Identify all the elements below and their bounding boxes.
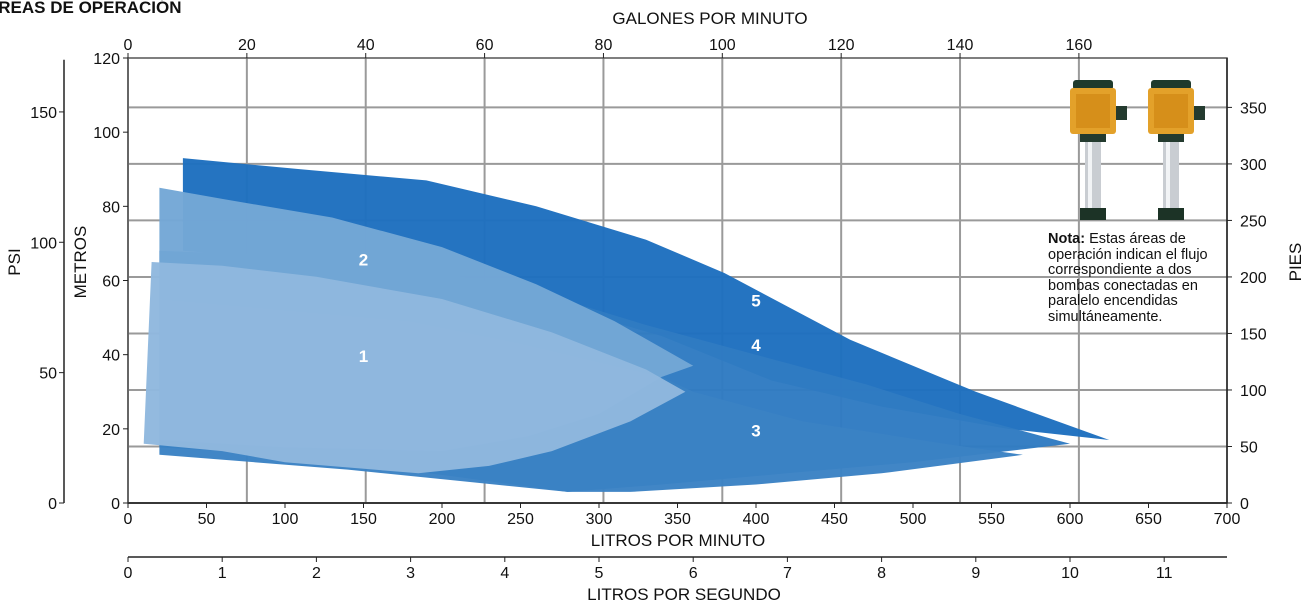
meters-tick-label: 60 (102, 274, 120, 291)
bottom-tick-label: 250 (507, 511, 534, 528)
psi-tick-label: 100 (30, 235, 57, 252)
note-text: Nota: Estas áreas de operación indican e… (1048, 231, 1220, 325)
area-label-2: 2 (359, 251, 368, 270)
bottom-tick-label: 350 (664, 511, 691, 528)
top-tick-label: 20 (238, 37, 256, 54)
feet-tick-label: 150 (1240, 326, 1267, 343)
feet-tick-label: 100 (1240, 383, 1267, 400)
area-label-3: 3 (751, 421, 760, 440)
bottom-tick-label: 500 (900, 511, 927, 528)
top-tick-label: 40 (357, 37, 375, 54)
bottom-tick-label: 50 (198, 511, 216, 528)
bottom-tick-label: 650 (1135, 511, 1162, 528)
top-tick-label: 120 (828, 37, 855, 54)
feet-tick-label: 350 (1240, 100, 1267, 117)
bottom-tick-label: 100 (272, 511, 299, 528)
meters-tick-label: 40 (102, 348, 120, 365)
feet-tick-label: 300 (1240, 157, 1267, 174)
meters-tick-label: 100 (93, 125, 120, 142)
meters-tick-label: 120 (93, 51, 120, 68)
lps-tick-label: 9 (971, 565, 980, 582)
chart-title: ÁREAS DE OPERACIÓN (0, 0, 182, 17)
lps-tick-label: 6 (689, 565, 698, 582)
operation-areas (143, 158, 1110, 492)
psi-tick-label: 150 (30, 105, 57, 122)
note-body: Estas áreas de operación indican el fluj… (1048, 231, 1208, 325)
bottom-tick-label: 150 (350, 511, 377, 528)
bottom-tick-label: 550 (978, 511, 1005, 528)
bottom-tick-label: 700 (1214, 511, 1241, 528)
area-label-1: 1 (359, 347, 368, 366)
bottom-tick-label: 450 (821, 511, 848, 528)
area-label-5: 5 (751, 291, 760, 310)
meters-tick-label: 0 (111, 496, 120, 513)
lps-tick-label: 2 (312, 565, 321, 582)
lps-tick-label: 1 (218, 565, 227, 582)
lps-tick-label: 11 (1156, 565, 1173, 582)
feet-tick-label: 0 (1240, 496, 1249, 513)
pump-icon (1070, 80, 1127, 220)
note-label: Nota: (1048, 231, 1086, 247)
lps-tick-label: 8 (877, 565, 886, 582)
top-tick-label: 0 (124, 37, 133, 54)
lps-tick-label: 0 (124, 565, 133, 582)
operation-area-5 (182, 158, 1110, 440)
meters-tick-label: 20 (102, 422, 120, 439)
lps-axis-title: LITROS POR SEGUNDO (587, 585, 781, 604)
axes: 0 50 100 150 200 250 300 350 400 450 500 550 600 650 7… (30, 37, 1267, 582)
lps-tick-label: 5 (595, 565, 604, 582)
feet-axis-title: PIES (1286, 243, 1305, 282)
operation-area-1 (143, 262, 686, 474)
region-labels: 1 2 3 4 5 (359, 251, 762, 441)
top-tick-label: 100 (709, 37, 736, 54)
lps-tick-label: 10 (1061, 565, 1079, 582)
area-label-4: 4 (751, 336, 761, 355)
top-tick-label: 80 (595, 37, 613, 54)
psi-tick-label: 0 (48, 496, 57, 513)
lps-tick-label: 4 (500, 565, 509, 582)
meters-tick-label: 80 (102, 199, 120, 216)
psi-tick-label: 50 (39, 366, 57, 383)
feet-tick-label: 200 (1240, 270, 1267, 287)
lps-tick-label: 7 (783, 565, 792, 582)
top-tick-label: 140 (947, 37, 974, 54)
top-axis-title: GALONES POR MINUTO (612, 9, 807, 28)
bottom-tick-label: 600 (1057, 511, 1084, 528)
feet-tick-label: 50 (1240, 439, 1258, 456)
meters-axis-title: METROS (71, 226, 90, 299)
bottom-tick-label: 0 (124, 511, 133, 528)
bottom-tick-label: 400 (743, 511, 770, 528)
bottom-tick-label: 200 (429, 511, 456, 528)
top-tick-label: 160 (1066, 37, 1093, 54)
lps-tick-label: 3 (406, 565, 415, 582)
feet-tick-label: 250 (1240, 213, 1267, 230)
bottom-tick-label: 300 (586, 511, 613, 528)
psi-axis-title: PSI (5, 248, 24, 275)
top-tick-label: 60 (476, 37, 494, 54)
bottom-axis-title: LITROS POR MINUTO (591, 531, 765, 550)
pump-icon (1148, 80, 1205, 220)
